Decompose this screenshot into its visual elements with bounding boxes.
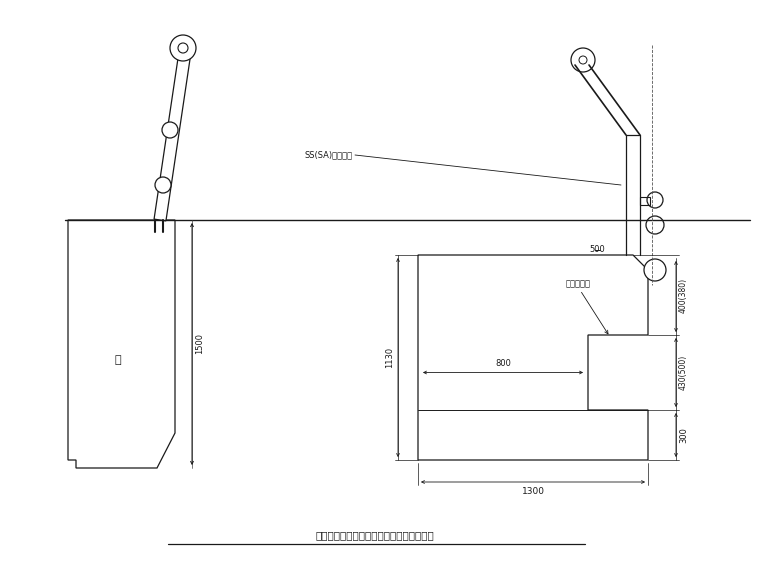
Text: 1500: 1500 xyxy=(195,333,204,355)
Text: 400(380): 400(380) xyxy=(679,277,688,312)
Polygon shape xyxy=(418,255,648,460)
Text: 墙: 墙 xyxy=(115,355,122,365)
Text: SS(SA)级防撞栏: SS(SA)级防撞栏 xyxy=(305,150,353,160)
Text: 800: 800 xyxy=(495,359,511,367)
Text: 500: 500 xyxy=(589,245,605,255)
Circle shape xyxy=(170,35,196,61)
Text: 车行道标面: 车行道标面 xyxy=(565,279,591,288)
Bar xyxy=(640,197,650,205)
Circle shape xyxy=(155,177,171,193)
Text: 1300: 1300 xyxy=(521,487,544,496)
Circle shape xyxy=(178,43,188,53)
Circle shape xyxy=(647,192,663,208)
Polygon shape xyxy=(154,51,191,221)
Circle shape xyxy=(646,216,664,234)
Text: 300: 300 xyxy=(679,427,688,443)
Polygon shape xyxy=(68,220,175,468)
Text: 拦墙上为人行道栏杆和防撞栏杆结构示意图: 拦墙上为人行道栏杆和防撞栏杆结构示意图 xyxy=(315,530,435,540)
Circle shape xyxy=(579,56,587,64)
Circle shape xyxy=(644,259,666,281)
Circle shape xyxy=(571,48,595,72)
Text: 1130: 1130 xyxy=(385,347,394,368)
Text: 430(500): 430(500) xyxy=(679,355,688,390)
Circle shape xyxy=(162,122,178,138)
